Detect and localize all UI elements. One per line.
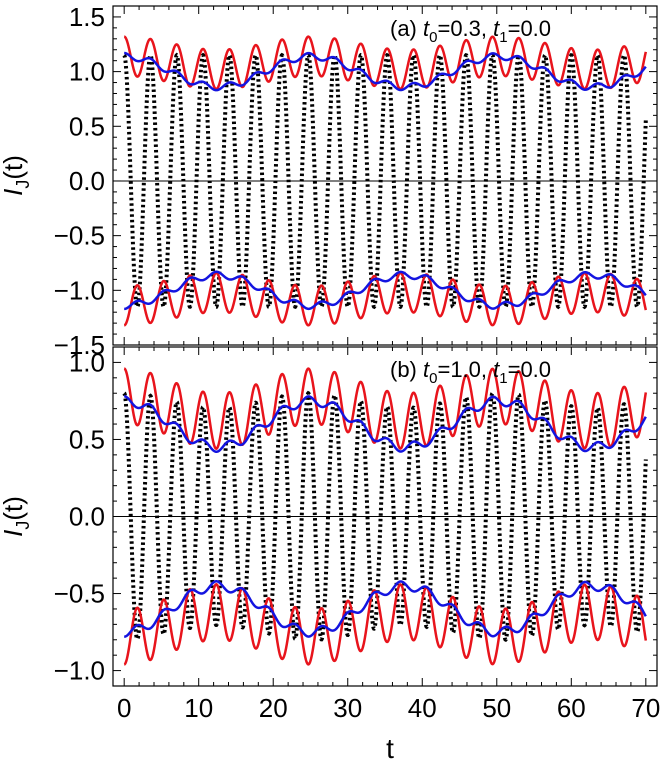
x-axis-label: t (386, 733, 394, 764)
plot-frame (112, 5, 658, 346)
y-tick-label: −1.0 (54, 275, 105, 305)
x-tick-label: 0 (117, 693, 131, 723)
red-envelope-upper (123, 367, 648, 450)
current-oscillation-curve (122, 390, 648, 642)
panel-annotation: (b) t0=1.0, t1=0.0 (390, 357, 551, 387)
x-tick-label: 20 (259, 693, 288, 723)
panel-b: 1.0 0.5 0.0 −0.5 −1.0 0 10 20 30 40 50 60 70 (b) t0=1… (0, 346, 660, 723)
y-tick-label: −0.5 (54, 579, 105, 609)
y-tick-label: 0.0 (69, 502, 105, 532)
x-tick-label: 10 (184, 693, 213, 723)
panel-annotation: (a) t0=0.3, t1=0.0 (390, 16, 551, 46)
blue-envelope-upper (124, 51, 647, 92)
x-tick-label: 30 (333, 693, 362, 723)
panel-a: 1.5 1.0 0.5 0.0 −0.5 −1.0 −1.5 (a) t0=0.3, t1=0… (0, 2, 658, 360)
x-tick-label: 40 (408, 693, 437, 723)
red-envelope-upper (123, 35, 648, 91)
y-axis-label: IJ(t) (0, 155, 33, 196)
red-envelope-lower (123, 583, 648, 666)
y-tick-label: 1.5 (69, 2, 105, 32)
y-axis-label: IJ(t) (0, 496, 33, 537)
y-tick-label: 0.0 (69, 166, 105, 196)
y-tick-label: 0.5 (69, 424, 105, 454)
y-tick-label: 1.0 (69, 57, 105, 87)
blue-envelope-lower (124, 270, 647, 311)
red-envelope-lower (123, 271, 648, 327)
y-tick-label: −1.0 (54, 656, 105, 686)
y-tick-label: 1.0 (69, 347, 105, 377)
blue-envelope-upper (124, 395, 647, 453)
x-tick-label: 60 (557, 693, 586, 723)
x-tick-label: 70 (631, 693, 660, 723)
blue-envelope-lower (124, 580, 647, 638)
y-tick-label: −0.5 (54, 221, 105, 251)
current-oscillation-curve (122, 52, 648, 310)
y-tick-label: 0.5 (69, 111, 105, 141)
y-tick-label: −1.5 (54, 330, 105, 360)
x-tick-label: 50 (482, 693, 511, 723)
